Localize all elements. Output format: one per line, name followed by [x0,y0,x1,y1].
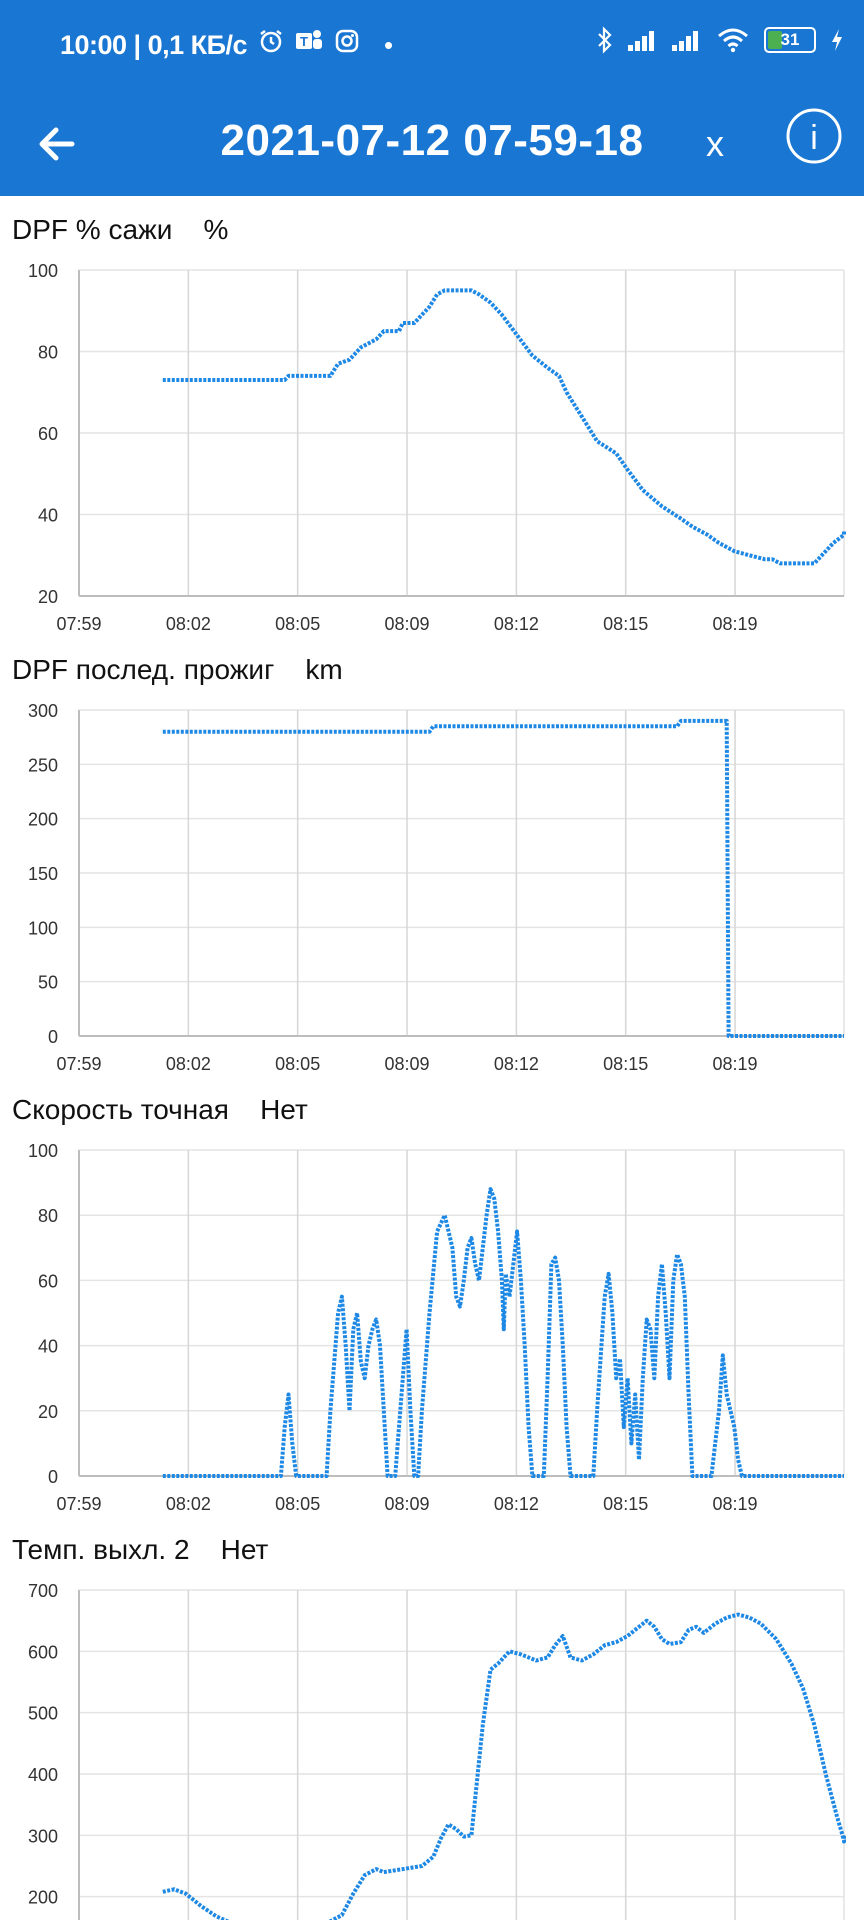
screen-title: 2021-07-12 07-59-18 [220,116,644,165]
alarm-icon [260,30,282,53]
y-tick-label: 500 [28,1704,58,1724]
chart-2-title: DPF послед. прожиг km [12,654,343,686]
x-tick-label: 08:15 [603,1494,648,1514]
chart-dpf-last-burn: 0 50 100 150 200 250 300 07:59 08:02 08:05 08:09 08… [28,701,845,1074]
y-tick-label: 20 [38,587,58,607]
chart-4-name: Темп. выхл. 2 [12,1534,190,1565]
arrow-back-icon [39,127,75,161]
chart-3-unit: Нет [260,1094,308,1125]
y-tick-label: 0 [48,1027,58,1047]
x-tick-label: 08:09 [384,1494,429,1514]
chart-4-unit: Нет [220,1534,269,1565]
series-line [162,288,846,566]
chart-4-title: Темп. выхл. 2 Нет [12,1534,268,1566]
y-tick-label: 50 [38,973,58,993]
info-icon: i [786,108,842,164]
x-tick-label: 08:02 [166,1054,211,1074]
signal-icon [628,29,658,51]
chart-1-name: DPF % сажи [12,214,173,245]
instagram-icon [335,29,359,53]
y-tick-label: 40 [38,506,58,526]
battery-level: 31 [780,30,800,49]
x-tick-label: 08:12 [494,1054,539,1074]
chart-exhaust-temp: 200 300 400 500 600 700 [28,1581,846,1920]
wifi-icon [718,28,748,53]
battery-icon: 31 [764,27,816,53]
more-notifications-dot: • [384,30,394,60]
y-tick-label: 100 [28,1141,58,1161]
y-tick-label: 200 [28,810,58,830]
x-tick-label: 07:59 [56,614,101,634]
charging-icon [832,29,842,51]
y-tick-label: 400 [28,1765,58,1785]
back-button[interactable] [28,112,92,176]
status-bar: 10:00 | 0,1 КБ/с T • 31 [0,0,864,98]
y-tick-label: 80 [38,343,58,363]
chart-2-name: DPF послед. прожиг [12,654,275,685]
notification-icons: T [258,28,360,54]
y-tick-label: 80 [38,1206,58,1226]
x-tick-label: 08:05 [275,1494,320,1514]
close-button[interactable]: x [706,123,724,164]
app-bar: 2021-07-12 07-59-18 x i [0,98,864,196]
y-tick-label: 200 [28,1888,58,1908]
y-tick-label: 250 [28,755,58,775]
y-tick-label: 40 [38,1337,58,1357]
y-tick-label: 600 [28,1642,58,1662]
y-tick-label: 300 [28,701,58,721]
chart-2-unit: km [305,654,343,685]
y-tick-label: 60 [38,424,58,444]
y-tick-label: 150 [28,864,58,884]
x-tick-label: 08:02 [166,614,211,634]
x-tick-label: 08:15 [603,1054,648,1074]
info-label: i [810,119,818,157]
x-tick-label: 08:02 [166,1494,211,1514]
y-tick-label: 0 [48,1467,58,1487]
chart-3-title: Скорость точная Нет [12,1094,308,1126]
series-line [162,1612,846,1920]
chart-1-unit: % [203,214,229,245]
y-tick-label: 100 [28,918,58,938]
x-tick-label: 08:19 [713,614,758,634]
x-tick-label: 08:05 [275,614,320,634]
x-tick-label: 08:09 [384,1054,429,1074]
chart-3-name: Скорость точная [12,1094,229,1125]
x-tick-label: 08:19 [713,1494,758,1514]
status-time: 10:00 | 0,1 КБ/с [60,30,248,60]
x-tick-label: 08:19 [713,1054,758,1074]
chart-dpf-soot: 20 40 60 80 100 07:59 08:02 08:05 08:09 08:12 08:1… [28,261,846,634]
teams-icon: T [296,30,322,49]
x-tick-label: 08:09 [384,614,429,634]
x-tick-label: 07:59 [56,1494,101,1514]
svg-text:T: T [300,34,308,49]
system-indicators: 31 [596,26,844,54]
x-tick-label: 07:59 [56,1054,101,1074]
info-button[interactable]: i [784,106,844,166]
series-line [162,1187,844,1478]
x-tick-label: 08:15 [603,614,648,634]
x-tick-label: 08:05 [275,1054,320,1074]
bluetooth-icon [598,26,612,54]
y-tick-label: 300 [28,1826,58,1846]
series-line [162,718,844,1038]
y-tick-label: 20 [38,1402,58,1422]
chart-1-title: DPF % сажи % [12,214,228,246]
chart-speed: 0 20 40 60 80 100 07:59 08:02 08:05 08:09 08:12 08:… [28,1141,845,1514]
y-tick-label: 60 [38,1271,58,1291]
y-tick-label: 700 [28,1581,58,1601]
x-tick-label: 08:12 [494,1494,539,1514]
signal-icon [672,29,702,51]
y-tick-label: 100 [28,261,58,281]
x-tick-label: 08:12 [494,614,539,634]
